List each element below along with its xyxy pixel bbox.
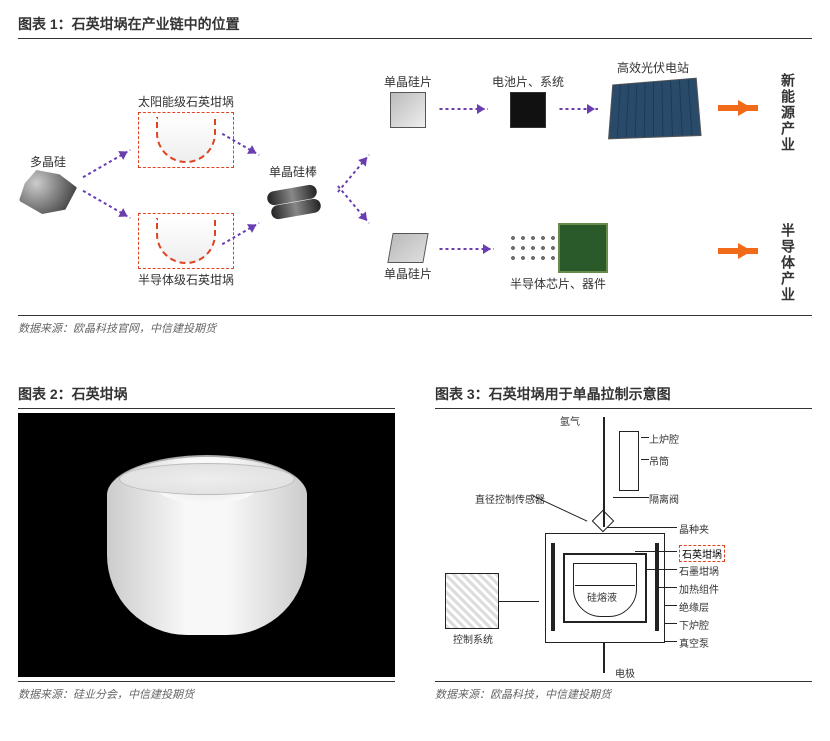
figure-3: 图表 3：石英坩埚用于单晶拉制示意图: [435, 380, 812, 702]
ll-ins: [665, 605, 677, 606]
node-solar-crucible: 太阳能级石英坩埚: [138, 93, 234, 168]
dl-sensor: 直径控制传感器: [475, 491, 545, 506]
icon-solarpanel: [608, 78, 702, 140]
d-upper-chamber: [619, 431, 639, 491]
ll-vac: [665, 641, 677, 642]
ll-graph: [647, 569, 677, 570]
icon-polysilicon: [19, 170, 77, 214]
figure-2-photo: [18, 413, 395, 677]
arrow-out-bot: [718, 248, 758, 254]
figure-1-title: 图表 1：石英坩埚在产业链中的位置: [18, 10, 812, 39]
figure-1-source: 数据来源：欧晶科技官网，中信建投期货: [18, 315, 812, 336]
node-station: 高效光伏电站: [598, 59, 708, 138]
figure-3-source: 数据来源：欧晶科技，中信建投期货: [435, 681, 812, 702]
ll-lower: [665, 623, 677, 624]
ll-isov: [613, 497, 649, 498]
ll-seed: [607, 527, 677, 528]
ll-upper: [641, 437, 649, 438]
d-melt-line: [575, 585, 635, 586]
figures-2-3-row: 图表 2：石英坩埚 数据来源：硅业分会，中信建投期货 图表 3：石英坩埚用于单晶…: [0, 340, 830, 706]
icon-cell: [510, 92, 546, 128]
figure-1-flow: 多晶硅 太阳能级石英坩埚 半导体级石英坩埚 单晶硅棒 单晶硅片 单晶硅片: [18, 43, 812, 311]
dl-heat: 加热组件: [679, 581, 719, 596]
dl-seed: 晶种夹: [679, 521, 709, 536]
arrow-wafer-cell: [438, 108, 488, 110]
crucible-photo-icon: [107, 455, 307, 635]
figure-3-title: 图表 3：石英坩埚用于单晶拉制示意图: [435, 380, 812, 409]
dl-isov: 隔离阀: [649, 491, 679, 506]
figure-1: 图表 1：石英坩埚在产业链中的位置 多晶硅 太阳能级石英坩埚 半导体级石英坩埚 …: [0, 0, 830, 340]
arrow-poly-semi: [81, 189, 130, 219]
d-control-line: [499, 601, 539, 602]
figure-2: 图表 2：石英坩埚 数据来源：硅业分会，中信建投期货: [18, 380, 395, 702]
icon-solar-crucible: [156, 117, 216, 163]
arrow-out-top: [718, 105, 758, 111]
node-cell: 电池片、系统: [488, 73, 568, 128]
node-semi-crucible: 半导体级石英坩埚: [138, 213, 234, 288]
label-polysilicon: 多晶硅: [18, 153, 78, 170]
dl-upper: 上炉腔: [649, 431, 679, 446]
figure-3-diagram: 氩气 直径控制传感器 控制系统 硅熔液 上炉腔 吊筒 隔离阀 晶种夹 石英坩埚 …: [435, 413, 812, 677]
dl-melt: 硅熔液: [587, 589, 617, 604]
label-ingot: 单晶硅棒: [258, 163, 328, 180]
node-out-top: 新能源产业: [778, 73, 798, 153]
label-chips: 半导体芯片、器件: [498, 275, 618, 292]
dl-control: 控制系统: [453, 631, 493, 646]
node-wafer-top: 单晶硅片: [378, 73, 438, 128]
icon-wafer-top: [390, 92, 426, 128]
dl-quartz: 石英坩埚: [679, 545, 725, 562]
arrow-poly-solar: [81, 149, 130, 179]
icon-semi-crucible: [156, 218, 216, 264]
node-chips: 半导体芯片、器件: [498, 223, 618, 292]
d-heater-l: [551, 543, 555, 631]
node-ingot: 单晶硅棒: [258, 163, 328, 222]
icon-wafer-bot: [387, 233, 428, 263]
d-electrode: [603, 643, 605, 673]
node-polysilicon: 多晶硅: [18, 153, 78, 214]
label-station: 高效光伏电站: [598, 59, 708, 76]
arrow-wafer-chips: [438, 248, 494, 250]
dl-argon: 氩气: [560, 413, 580, 428]
dl-susp: 吊筒: [649, 453, 669, 468]
dl-elec: 电极: [615, 665, 635, 680]
ll-heat: [659, 587, 677, 588]
label-solar-crucible: 太阳能级石英坩埚: [138, 93, 234, 110]
label-semi-crucible: 半导体级石英坩埚: [138, 271, 234, 288]
ll-quartz: [635, 551, 677, 552]
d-control: [445, 573, 499, 629]
label-out-bot: 半导体产业: [778, 223, 798, 303]
label-wafer-top: 单晶硅片: [378, 73, 438, 90]
dl-ins: 绝缘层: [679, 599, 709, 614]
node-out-bot: 半导体产业: [778, 223, 798, 303]
dl-vac: 真空泵: [679, 635, 709, 650]
label-wafer-bot: 单晶硅片: [378, 265, 438, 282]
icon-ingot: [263, 182, 323, 222]
d-iso-valve: [592, 510, 615, 533]
dl-lower: 下炉腔: [679, 617, 709, 632]
arrow-cell-station: [558, 108, 598, 110]
arrow-ingot-wafer-bot: [336, 184, 370, 224]
dl-graph: 石墨坩埚: [679, 563, 719, 578]
label-out-top: 新能源产业: [778, 73, 798, 153]
node-wafer-bot: 单晶硅片: [378, 233, 438, 282]
icon-chips: [508, 223, 608, 273]
ll-susp: [641, 459, 649, 460]
figure-2-source: 数据来源：硅业分会，中信建投期货: [18, 681, 395, 702]
label-cell: 电池片、系统: [488, 73, 568, 90]
figure-2-title: 图表 2：石英坩埚: [18, 380, 395, 409]
